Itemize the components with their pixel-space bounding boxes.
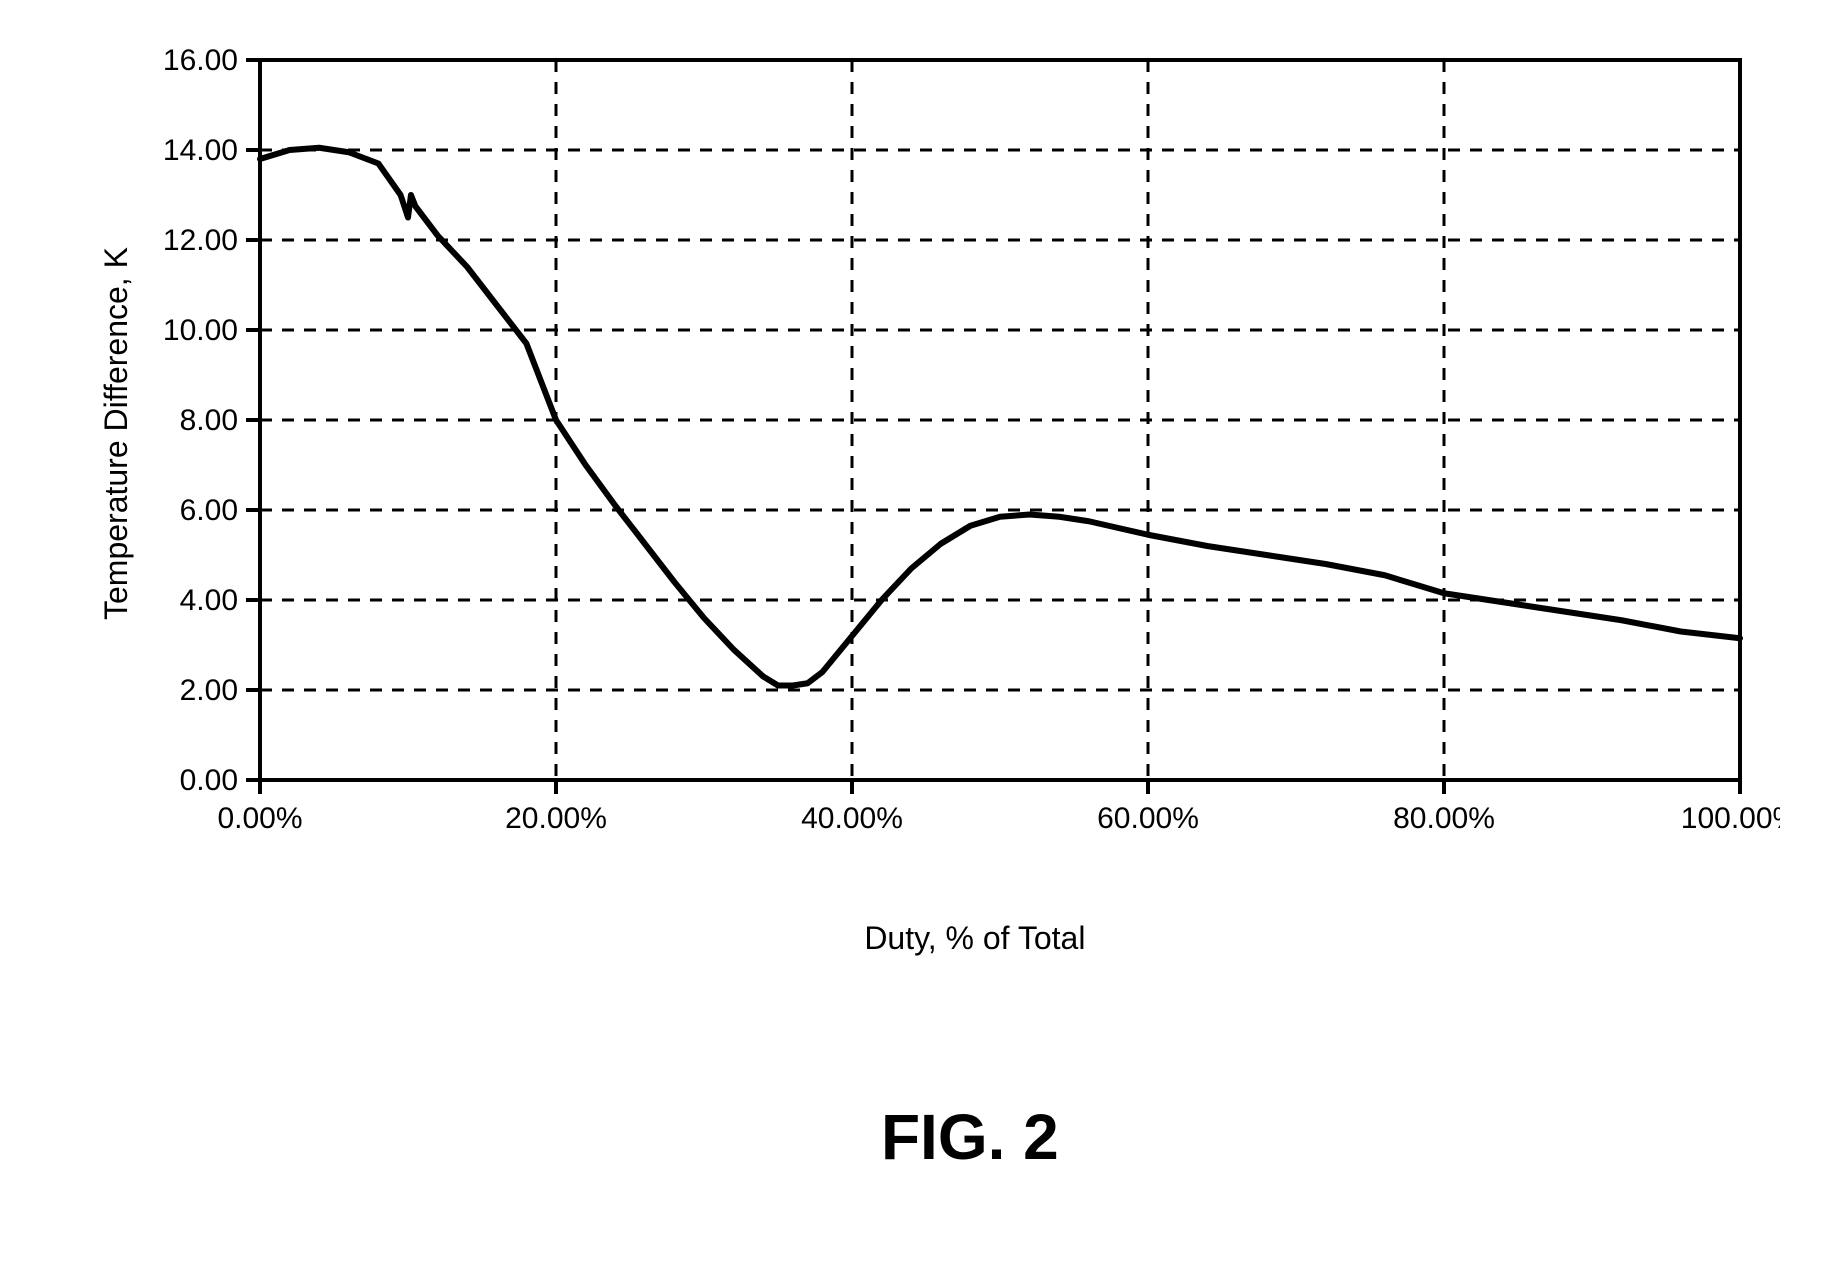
svg-text:6.00: 6.00 (180, 494, 238, 527)
svg-text:10.00: 10.00 (163, 314, 238, 347)
svg-text:8.00: 8.00 (180, 404, 238, 437)
svg-text:80.00%: 80.00% (1393, 802, 1495, 835)
svg-text:100.00%: 100.00% (1681, 802, 1780, 835)
svg-text:12.00: 12.00 (163, 224, 238, 257)
svg-text:0.00: 0.00 (180, 764, 238, 797)
svg-text:4.00: 4.00 (180, 584, 238, 617)
line-chart: 0.00 2.00 4.00 6.00 8.00 10.00 12.00 14.00 16.00… (80, 40, 1780, 900)
svg-text:2.00: 2.00 (180, 674, 238, 707)
chart-container: 0.00 2.00 4.00 6.00 8.00 10.00 12.00 14.00 16.00… (80, 40, 1780, 940)
svg-text:16.00: 16.00 (163, 44, 238, 77)
y-axis-label: Temperature Difference, K (98, 247, 135, 620)
svg-text:60.00%: 60.00% (1097, 802, 1199, 835)
svg-text:14.00: 14.00 (163, 134, 238, 167)
x-axis-label: Duty, % of Total (864, 920, 1085, 957)
figure-caption: FIG. 2 (881, 1100, 1059, 1174)
svg-text:20.00%: 20.00% (505, 802, 607, 835)
page: 0.00 2.00 4.00 6.00 8.00 10.00 12.00 14.00 16.00… (0, 0, 1837, 1281)
svg-text:40.00%: 40.00% (801, 802, 903, 835)
svg-text:0.00%: 0.00% (217, 802, 302, 835)
